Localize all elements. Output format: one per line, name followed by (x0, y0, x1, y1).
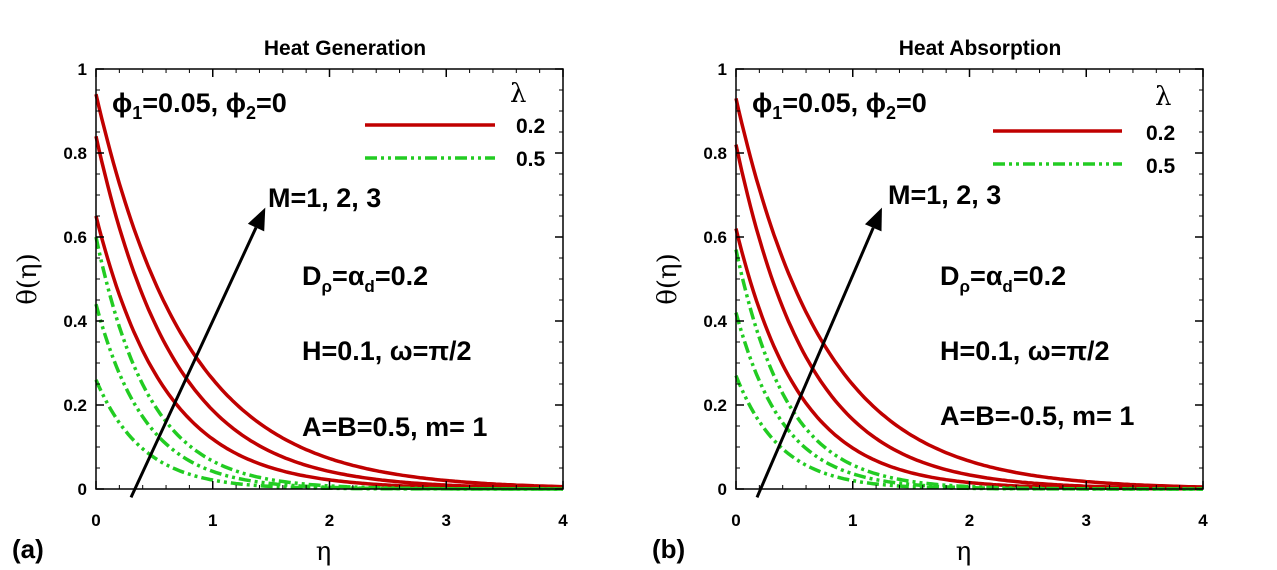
x-tick-label: 0 (91, 511, 100, 530)
annotation-arrow-label: M=1, 2, 3 (268, 183, 381, 213)
x-tick-label: 3 (442, 511, 451, 530)
x-tick-label: 2 (965, 511, 974, 530)
arrow-shaft (129, 226, 258, 499)
y-axis-label: θ(η) (653, 253, 683, 305)
y-tick-label: 0.2 (63, 396, 87, 415)
annotation-h-omega: H=0.1, ω=π/2 (302, 336, 472, 366)
panel-label: (a) (12, 534, 44, 564)
x-tick-label: 3 (1082, 511, 1091, 530)
annotation-h-omega: H=0.1, ω=π/2 (940, 336, 1110, 366)
y-tick-label: 0 (78, 480, 87, 499)
series-line-5 (94, 236, 563, 491)
y-tick-label: 0.8 (703, 144, 727, 163)
legend-label: 0.2 (1146, 122, 1175, 145)
arrow-head (864, 207, 882, 232)
series-line-3 (734, 374, 1203, 491)
series-line-1 (94, 135, 563, 490)
panel-a: 0 1 2 3 4 0 0.2 0.4 0.6 0.8 1 Heat Generation η θ(η) (… (12, 37, 568, 567)
arrow-head (247, 207, 266, 232)
series-line-4 (94, 303, 563, 491)
arrow-shaft (755, 227, 875, 498)
annotation-ab-m: A=B=-0.5, m= 1 (940, 401, 1134, 431)
legend-label: 0.5 (516, 148, 546, 171)
panel-b: 0 1 2 3 4 0 0.2 0.4 0.6 0.8 1 Heat Absorption η θ(η) (… (652, 37, 1208, 567)
annotation-ab-m: A=B=0.5, m= 1 (302, 412, 487, 442)
annotation-phi: ϕ1=0.05, ϕ2=0 (752, 88, 927, 123)
annotation-arrow-label: M=1, 2, 3 (888, 180, 1001, 210)
annotation-phi: ϕ1=0.05, ϕ2=0 (112, 88, 287, 123)
annotation-d: Dρ=αd=0.2 (940, 261, 1066, 296)
x-tick-label: 0 (731, 511, 740, 530)
x-tick-label: 2 (325, 511, 334, 530)
legend-title: λ (1155, 82, 1171, 112)
chart-title: Heat Absorption (899, 37, 1062, 60)
legend-label: 0.5 (1146, 155, 1176, 178)
x-axis-label: η (316, 537, 332, 567)
y-tick-label: 0.4 (63, 312, 87, 331)
legend-label: 0.2 (516, 115, 545, 138)
y-tick-label: 0.6 (63, 228, 87, 247)
y-tick-label: 0.6 (703, 228, 727, 247)
y-tick-label: 1 (78, 60, 87, 79)
panel-label: (b) (652, 534, 685, 564)
chart-title: Heat Generation (264, 37, 426, 60)
y-axis-label: θ(η) (13, 253, 43, 305)
x-tick-label: 4 (558, 511, 568, 530)
y-tick-label: 0.4 (703, 312, 727, 331)
y-tick-label: 0.2 (703, 396, 727, 415)
series-line-2 (734, 98, 1204, 489)
x-tick-label: 4 (1198, 511, 1208, 530)
y-tick-label: 1 (718, 60, 727, 79)
x-tick-label: 1 (208, 511, 217, 530)
y-tick-label: 0 (718, 480, 727, 499)
annotation-d: Dρ=αd=0.2 (302, 261, 428, 296)
x-tick-label: 1 (848, 511, 857, 530)
x-axis-label: η (956, 537, 972, 567)
legend-title: λ (510, 79, 526, 109)
y-tick-label: 0.8 (63, 144, 87, 163)
series-line-2 (94, 93, 563, 489)
